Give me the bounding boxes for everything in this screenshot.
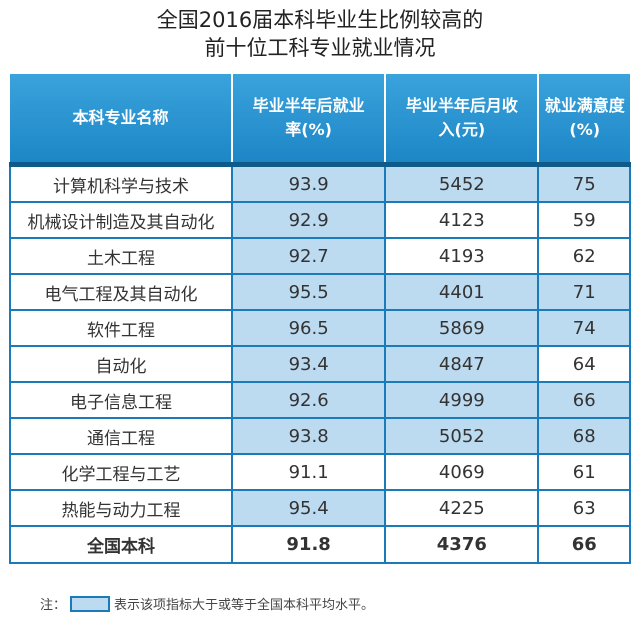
income-cell: 5869 (384, 309, 540, 347)
major-cell: 自动化 (9, 345, 233, 383)
rate-cell: 93.4 (230, 345, 387, 383)
satisfaction-cell: 71 (537, 273, 631, 311)
header-major: 本科专业名称 (10, 74, 232, 167)
header-rate: 毕业半年后就业率(%) (230, 74, 386, 167)
total-rate-cell: 91.8 (230, 525, 387, 564)
satisfaction-cell: 64 (537, 345, 631, 383)
income-cell: 4193 (384, 237, 540, 275)
total-income-cell: 4376 (384, 525, 540, 564)
total-major-cell: 全国本科 (9, 525, 233, 564)
income-cell: 4123 (384, 201, 540, 239)
note-text: 表示该项指标大于或等于全国本科平均水平。 (114, 598, 375, 613)
major-cell: 通信工程 (9, 417, 233, 455)
rate-cell: 92.6 (230, 381, 387, 419)
table-row: 电气工程及其自动化 95.5 4401 71 (9, 273, 631, 311)
table-row: 热能与动力工程 95.4 4225 63 (9, 489, 631, 527)
table-row: 机械设计制造及其自动化 92.9 4123 59 (9, 201, 631, 239)
table-row: 自动化 93.4 4847 64 (9, 345, 631, 383)
highlight-legend-swatch (70, 595, 111, 612)
satisfaction-cell: 74 (537, 309, 631, 347)
rate-cell: 92.9 (230, 201, 387, 239)
total-row: 全国本科 91.8 4376 66 (9, 525, 631, 564)
income-cell: 4069 (384, 453, 540, 491)
income-cell: 4225 (384, 489, 540, 527)
table-row: 软件工程 96.5 5869 74 (9, 309, 631, 347)
table-row: 通信工程 93.8 5052 68 (9, 417, 631, 455)
major-cell: 电子信息工程 (9, 381, 233, 419)
satisfaction-cell: 75 (537, 163, 631, 203)
satisfaction-cell: 62 (537, 237, 631, 275)
title-line-2: 前十位工科专业就业情况 (204, 36, 436, 60)
rate-cell: 93.8 (230, 417, 387, 455)
major-cell: 机械设计制造及其自动化 (9, 201, 233, 239)
rate-cell: 91.1 (230, 453, 387, 491)
income-cell: 4999 (384, 381, 540, 419)
header-satisfaction: 就业满意度(%) (537, 74, 630, 167)
major-cell: 化学工程与工艺 (9, 453, 233, 491)
satisfaction-cell: 59 (537, 201, 631, 239)
table-row: 土木工程 92.7 4193 62 (9, 237, 631, 275)
table-row: 化学工程与工艺 91.1 4069 61 (9, 453, 631, 491)
note-prefix: 注： (40, 598, 67, 613)
footnote: 注： 表示该项指标大于或等于全国本科平均水平。 (40, 594, 374, 613)
page-title: 全国2016届本科毕业生比例较高的 前十位工科专业就业情况 (0, 0, 640, 68)
table-row: 计算机科学与技术 93.9 5452 75 (9, 163, 631, 203)
major-cell: 计算机科学与技术 (9, 163, 233, 203)
major-cell: 电气工程及其自动化 (9, 273, 233, 311)
major-cell: 热能与动力工程 (9, 489, 233, 527)
rate-cell: 92.7 (230, 237, 387, 275)
title-line-1: 全国2016届本科毕业生比例较高的 (156, 8, 484, 32)
rate-cell: 95.5 (230, 273, 387, 311)
satisfaction-cell: 63 (537, 489, 631, 527)
header-income: 毕业半年后月收入(元) (384, 74, 539, 167)
major-cell: 软件工程 (9, 309, 233, 347)
income-cell: 5052 (384, 417, 540, 455)
satisfaction-cell: 68 (537, 417, 631, 455)
income-cell: 4401 (384, 273, 540, 311)
rate-cell: 95.4 (230, 489, 387, 527)
income-cell: 4847 (384, 345, 540, 383)
table-row: 电子信息工程 92.6 4999 66 (9, 381, 631, 419)
total-satisfaction-cell: 66 (537, 525, 631, 564)
employment-table: 本科专业名称 毕业半年后就业率(%) 毕业半年后月收入(元) 就业满意度(%) … (9, 74, 631, 564)
major-cell: 土木工程 (9, 237, 233, 275)
satisfaction-cell: 66 (537, 381, 631, 419)
income-cell: 5452 (384, 163, 540, 203)
satisfaction-cell: 61 (537, 453, 631, 491)
rate-cell: 96.5 (230, 309, 387, 347)
rate-cell: 93.9 (230, 163, 387, 203)
